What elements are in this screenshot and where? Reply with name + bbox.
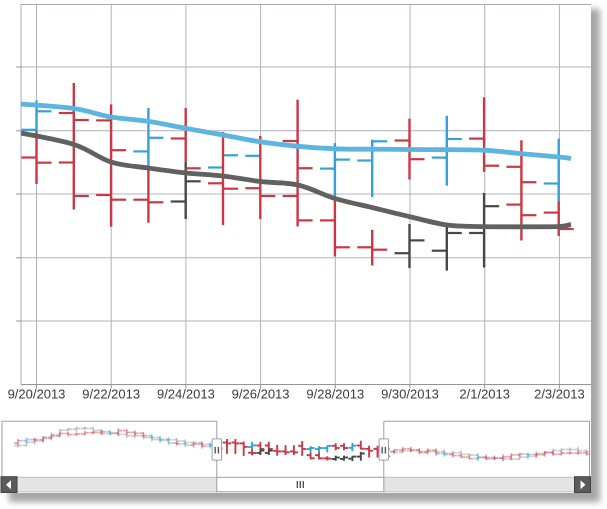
svg-text:9/26/2013: 9/26/2013	[232, 387, 290, 402]
svg-text:9/22/2013: 9/22/2013	[82, 387, 140, 402]
svg-text:9/24/2013: 9/24/2013	[157, 387, 215, 402]
svg-text:2/1/2013: 2/1/2013	[459, 387, 510, 402]
svg-text:2/3/2013: 2/3/2013	[534, 387, 585, 402]
svg-text:9/28/2013: 9/28/2013	[306, 387, 364, 402]
svg-text:9/30/2013: 9/30/2013	[381, 387, 439, 402]
svg-text:9/20/2013: 9/20/2013	[8, 387, 66, 402]
